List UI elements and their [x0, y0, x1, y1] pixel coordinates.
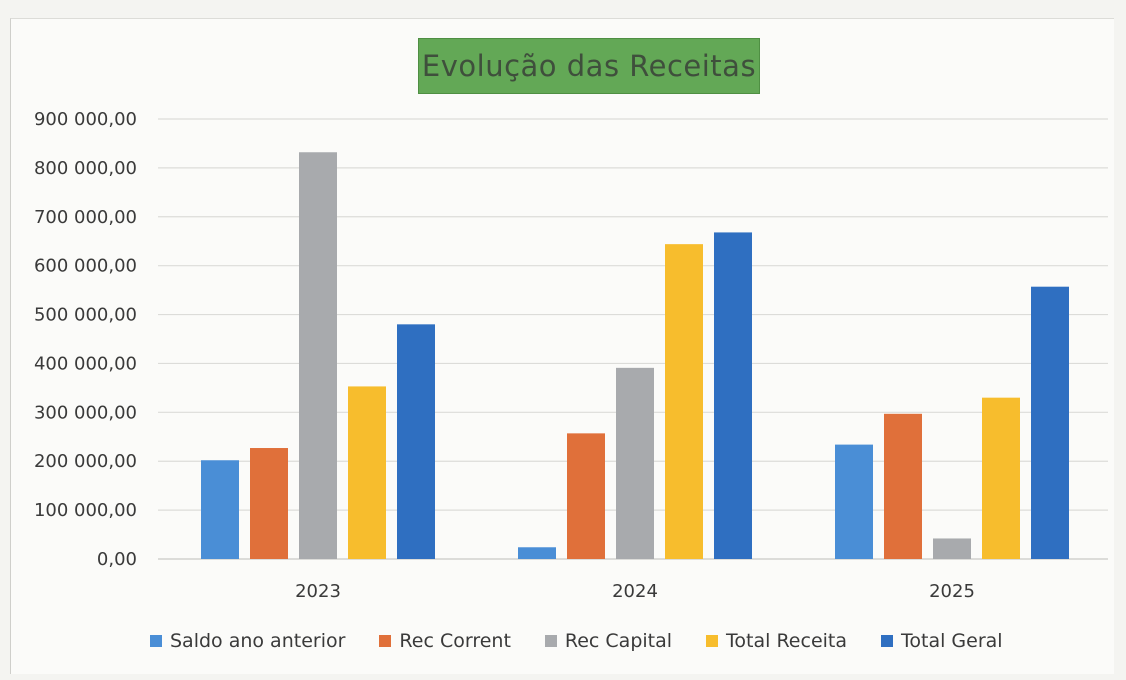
legend-swatch [544, 635, 557, 647]
legend-item: Rec Corrent [379, 630, 511, 652]
y-tick-label: 900 000,00 [34, 109, 137, 130]
bar-total-receita-2024 [665, 244, 703, 559]
bar-saldo-ano-anterior-2023 [201, 460, 239, 559]
bar-saldo-ano-anterior-2024 [518, 547, 556, 559]
legend-swatch [881, 635, 894, 647]
y-tick-label: 0,00 [97, 549, 137, 570]
y-tick-label: 700 000,00 [34, 207, 137, 228]
bar-rec-corrent-2023 [250, 448, 288, 559]
y-tick-label: 400 000,00 [34, 353, 137, 374]
legend: Saldo ano anterior Rec Corrent Rec Capital… [150, 630, 1037, 652]
bar-total-geral-2025 [1031, 286, 1069, 559]
legend-label: Rec Corrent [399, 630, 511, 652]
legend-label: Rec Capital [564, 630, 673, 652]
bar-total-receita-2023 [348, 386, 386, 559]
bar-rec-corrent-2024 [567, 433, 605, 559]
legend-label: Total Geral [901, 630, 1003, 652]
y-tick-label: 100 000,00 [34, 500, 137, 521]
bar-total-geral-2023 [397, 324, 435, 559]
bar-rec-capital-2024 [616, 367, 654, 559]
chart-title: Evolução das Receitas [418, 38, 760, 94]
y-tick-label: 200 000,00 [34, 451, 137, 472]
bar-rec-corrent-2025 [884, 413, 922, 559]
legend-item: Total Geral [881, 630, 1003, 652]
legend-swatch [379, 635, 392, 647]
x-tick-label: 2023 [295, 581, 341, 602]
legend-label: Total Receita [726, 630, 848, 652]
legend-item: Total Receita [706, 630, 847, 652]
x-tick-label: 2024 [612, 581, 658, 602]
y-tick-label: 600 000,00 [34, 256, 137, 277]
bar-total-geral-2024 [714, 232, 752, 559]
y-tick-label: 300 000,00 [34, 402, 137, 423]
bar-rec-capital-2023 [299, 152, 337, 559]
bar-rec-capital-2025 [933, 538, 971, 559]
x-tick-label: 2025 [929, 581, 975, 602]
y-tick-label: 800 000,00 [34, 158, 137, 179]
legend-label: Saldo ano anterior [170, 630, 346, 652]
legend-swatch [150, 635, 162, 647]
legend-item: Saldo ano anterior [150, 630, 345, 652]
legend-swatch [706, 635, 719, 647]
legend-item: Rec Capital [544, 630, 673, 652]
chart-frame [10, 18, 1114, 674]
y-tick-label: 500 000,00 [34, 305, 137, 326]
bar-saldo-ano-anterior-2025 [835, 444, 873, 559]
bar-total-receita-2025 [982, 397, 1020, 559]
